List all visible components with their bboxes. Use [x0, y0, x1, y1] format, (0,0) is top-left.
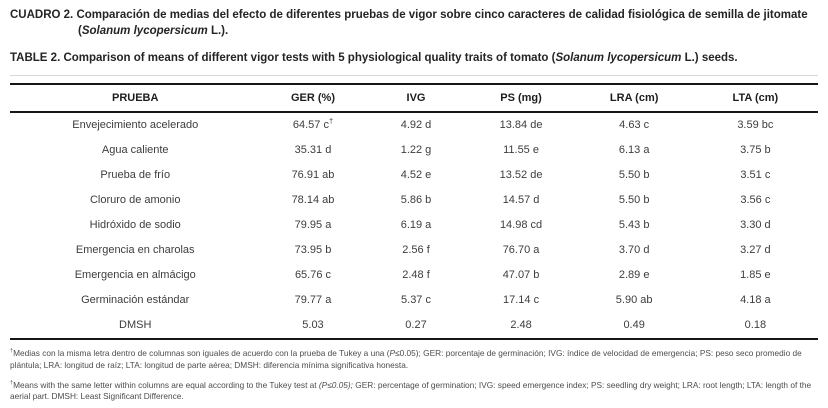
table-cell: Prueba de frío — [100, 169, 171, 182]
table-cell: 5.03 — [302, 319, 324, 332]
table-cell: 3.75 b — [740, 144, 771, 157]
caption-spanish-tail: L.). — [207, 25, 229, 38]
table-cell: 4.92 d — [400, 119, 432, 132]
table-cell: 6.19 a — [400, 219, 432, 232]
table-row: DMSH 5.03 0.27 2.48 0.49 0.18 — [10, 313, 818, 339]
table-cell: Hidróxido de sodio — [89, 219, 181, 232]
header-prueba: PRUEBA — [112, 91, 159, 104]
footnote-english: †Means with the same letter within colum… — [10, 379, 812, 402]
table-cell: 79.95 a — [294, 219, 332, 232]
caption-english-text: Comparison of means of different vigor t… — [60, 51, 556, 64]
table-cell: 5.43 b — [618, 219, 650, 232]
table-cell: 13.84 de — [499, 119, 543, 132]
table-row: Hidróxido de sodio 79.95 a 6.19 a 14.98 … — [10, 213, 818, 238]
caption-spanish: CUADRO 2. Comparación de medias del efec… — [10, 7, 818, 40]
table-cell: 2.89 e — [618, 269, 650, 282]
table-row: Emergencia en charolas 73.95 b 2.56 f 76… — [10, 238, 818, 263]
table-cell: 14.57 d — [502, 194, 540, 207]
table-cell: 5.90 ab — [615, 294, 653, 307]
footnote-spanish: †Medias con la misma letra dentro de col… — [10, 347, 802, 370]
caption-table-divider — [10, 74, 818, 76]
table-cell: 5.50 b — [618, 194, 650, 207]
table-cell: Emergencia en charolas — [75, 244, 195, 257]
table-cell: 3.30 d — [740, 219, 771, 232]
table-cell: 17.14 c — [502, 294, 540, 307]
table-row: Germinación estándar 79.77 a 5.37 c 17.1… — [10, 288, 818, 313]
table-cell: 76.70 a — [502, 244, 540, 257]
table-cell: 0.27 — [405, 319, 427, 332]
table-cell: Cloruro de amonio — [89, 194, 181, 207]
header-ivg: IVG — [406, 91, 426, 104]
table-cell: 11.55 e — [503, 144, 539, 157]
table-cell: 3.27 d — [740, 244, 771, 257]
table-cell: 78.14 ab — [291, 194, 335, 207]
table-cell: 35.31 d — [294, 144, 332, 157]
table-cell: 64.57 c† — [292, 116, 334, 132]
table-cell: DMSH — [119, 319, 152, 332]
table-cell: Agua caliente — [101, 144, 169, 157]
table-cell: 4.52 e — [400, 169, 432, 182]
table-cell: 2.56 f — [402, 244, 430, 257]
table-cell: 13.52 de — [499, 169, 543, 182]
table-cell: 76.91 ab — [291, 169, 335, 182]
table-cell: 5.50 b — [618, 169, 650, 182]
caption-english-tail: L.) seeds. — [681, 51, 738, 64]
caption-spanish-text: Comparación de medias del efecto de dife… — [73, 9, 808, 38]
table-cell: Emergencia en almácigo — [74, 269, 196, 282]
header-ps: PS (mg) — [500, 91, 542, 104]
table-cell: 1.85 e — [740, 269, 771, 282]
table-row: Envejecimiento acelerado 64.57 c† 4.92 d… — [10, 112, 818, 138]
table-cell: 14.98 cd — [499, 219, 543, 232]
table-cell: 5.86 b — [400, 194, 432, 207]
caption-spanish-label: CUADRO 2. — [10, 9, 74, 21]
table-cell: 5.37 c — [401, 294, 431, 307]
table-row: Prueba de frío 76.91 ab 4.52 e 13.52 de … — [10, 163, 818, 188]
table-row: Emergencia en almácigo 65.76 c 2.48 f 47… — [10, 263, 818, 288]
table-cell: 4.63 c — [619, 119, 650, 132]
table-cell: 6.13 a — [618, 144, 650, 157]
table-cell: 47.07 b — [502, 269, 540, 282]
table-cell: Germinación estándar — [81, 294, 190, 307]
footnote-marker: † — [10, 348, 14, 355]
table-cell: 0.49 — [623, 319, 645, 332]
header-lta: LTA (cm) — [732, 91, 779, 104]
header-ger: GER (%) — [290, 91, 335, 104]
table-cell: 2.48 f — [402, 269, 430, 282]
table-cell: 3.59 bc — [737, 119, 774, 132]
table-cell: 2.48 — [510, 319, 532, 332]
caption-english-label: TABLE 2. — [10, 51, 61, 64]
table-cell: 0.18 — [744, 319, 767, 332]
table-row: Agua caliente 35.31 d 1.22 g 11.55 e 6.1… — [10, 138, 818, 163]
caption-english-species: Solanum lycopersicum — [555, 51, 682, 64]
table-cell: 3.51 c — [740, 169, 771, 182]
footnotes: †Medias con la misma letra dentro de col… — [10, 348, 818, 403]
header-lra: LRA (cm) — [609, 91, 659, 104]
table-cell: 65.76 c — [294, 269, 332, 282]
table-header-row: PRUEBA GER (%) IVG PS (mg) LRA (cm) LTA … — [10, 84, 818, 112]
footnote-marker: † — [328, 116, 334, 126]
vigor-comparison-table: PRUEBA GER (%) IVG PS (mg) LRA (cm) LTA … — [10, 82, 818, 340]
caption-english: TABLE 2. Comparison of means of differen… — [10, 50, 818, 66]
caption-spanish-species: Solanum lycopersicum — [81, 25, 208, 38]
table-cell: 73.95 b — [294, 244, 332, 257]
table-cell: 3.56 c — [740, 194, 771, 207]
table-cell: 4.18 a — [740, 294, 771, 307]
table-row: Cloruro de amonio 78.14 ab 5.86 b 14.57 … — [10, 188, 818, 213]
table-cell: 79.77 a — [294, 294, 332, 307]
table-cell: 3.70 d — [618, 244, 650, 257]
table-cell: 1.22 g — [400, 144, 432, 157]
table-cell: Envejecimiento acelerado — [72, 119, 199, 132]
footnote-marker: † — [10, 379, 14, 386]
